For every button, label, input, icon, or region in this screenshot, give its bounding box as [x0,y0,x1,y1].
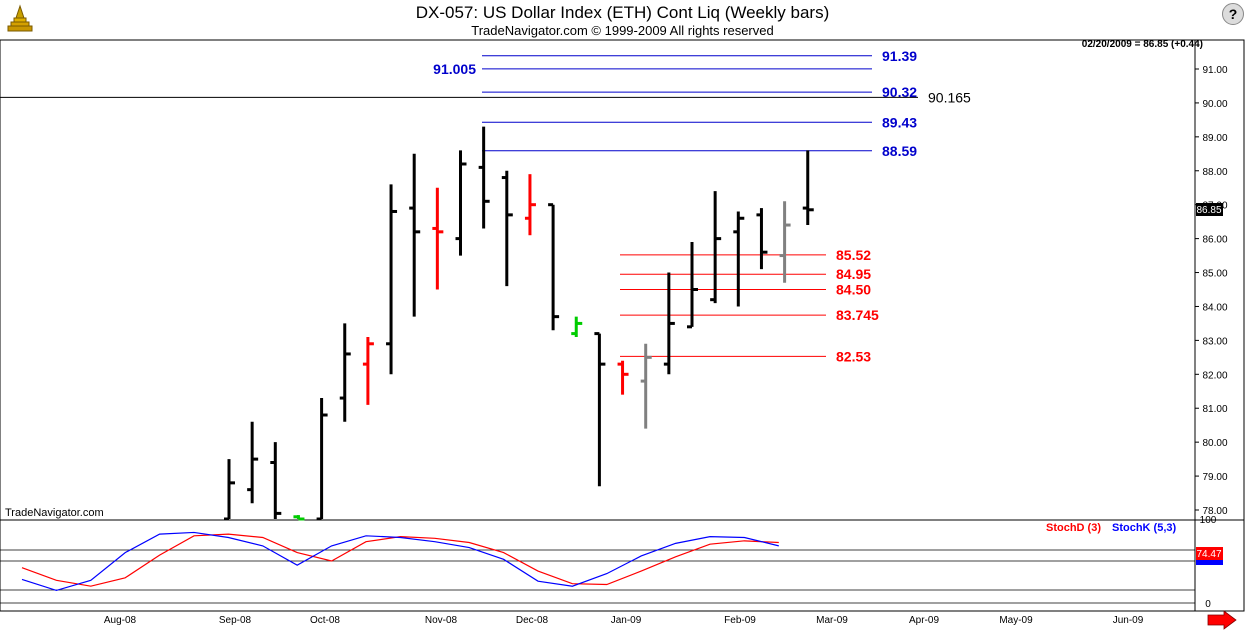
red-level-label: 84.95 [836,266,871,282]
date-tick-label: Nov-08 [425,615,458,626]
help-button[interactable]: ? [1222,3,1244,25]
ohlc-bar [455,150,467,256]
date-tick-label: Aug-08 [104,615,137,626]
blue-level-label: 89.43 [882,114,917,130]
chart-frames [0,39,1245,612]
tradenavigator-logo-icon [7,4,33,32]
stoch-tick-label: 0 [1205,599,1211,610]
price-panel-frame [0,39,1245,521]
date-axis: Aug-08 Sep-08 Oct-08 Nov-08 Dec-08 Jan-09 Feb-… [104,615,1144,626]
level-lines: 91.39 91.005 90.32 89.43 88.59 90.165 85.52 84.… [0,48,971,364]
chart-subtitle: TradeNavigator.com © 1999-2009 All right… [471,23,774,38]
price-tick-label: 88.00 [1202,167,1227,178]
price-tick-label: 79.00 [1202,472,1227,483]
stoch-tick-label: 100 [1200,515,1217,526]
price-tick-label: 83.00 [1202,336,1227,347]
date-tick-label: Feb-09 [724,615,756,626]
ohlc-bar [386,184,398,375]
ohlc-bar [501,170,513,287]
ohlc-bar [270,442,282,519]
ohlc-bar [640,343,652,429]
blue-level-label: 90.32 [882,84,917,100]
stoch-k-line [21,531,779,592]
chart-title-bar: DX-057: US Dollar Index (ETH) Cont Liq (… [0,0,1245,40]
date-tick-label: Sep-08 [219,615,252,626]
ohlc-bar [663,272,675,375]
price-tick-label: 90.00 [1202,99,1227,110]
date-tick-label: Oct-08 [310,615,340,626]
ohlc-bar [594,332,606,487]
ohlc-bar [247,421,259,504]
price-tick-label: 85.00 [1202,269,1227,280]
black-level-label: 90.165 [928,89,971,105]
ohlc-bar [293,515,305,521]
stoch-d-line [21,533,779,587]
ohlc-bar [756,208,768,270]
ohlc-bar [224,459,235,521]
date-tick-label: May-09 [999,615,1033,626]
stoch-d-legend: StochD (3) [1046,522,1101,534]
price-tick-label: 91.00 [1202,65,1227,76]
blue-level-label: 88.59 [882,143,917,159]
ohlc-bar [362,336,374,405]
ohlc-bar [710,191,722,304]
ohlc-bar [617,360,629,395]
ohlc-bar [733,211,745,307]
price-tick-label: 82.00 [1202,370,1227,381]
stoch-k-legend: StochK (5,3) [1112,522,1177,534]
ohlc-bar [779,201,791,283]
date-tick-label: Dec-08 [516,615,549,626]
red-level-label: 85.52 [836,247,871,263]
price-tick-label: 80.00 [1202,438,1227,449]
ohlc-bar [571,316,583,337]
date-tick-label: Jun-09 [1113,615,1144,626]
ohlc-bar [802,150,814,226]
price-tick-label: 89.00 [1202,133,1227,144]
red-level-label: 82.53 [836,348,871,364]
ohlc-bar [524,174,536,236]
ohlc-bar [432,187,444,290]
stoch-value-label: 74.47 [1196,549,1221,560]
date-readout: 02/20/2009 = 86.85 (+0.44) [1082,39,1203,50]
chart-title: DX-057: US Dollar Index (ETH) Cont Liq (… [415,3,830,22]
stochastic-panel: 050100 [0,515,1217,610]
ohlc-bar [339,323,351,422]
price-tick-label: 84.00 [1202,302,1227,313]
red-level-label: 83.745 [836,307,879,323]
scroll-right-arrow-icon[interactable] [1207,610,1237,630]
blue-level-label: 91.39 [882,48,917,64]
date-tick-label: Jan-09 [611,615,642,626]
last-price-box [1196,203,1223,216]
ohlc-bar [409,153,421,317]
last-price-label: 86.85 [1196,205,1221,216]
ohlc-bar [316,398,328,521]
stoch-value-box-blue [1196,560,1223,565]
price-tick-label: 81.00 [1202,404,1227,415]
watermark: TradeNavigator.com [5,507,104,519]
red-level-label: 84.50 [836,282,871,298]
price-tick-label: 86.00 [1202,235,1227,246]
ohlc-bar [687,242,698,329]
blue-level-label: 91.005 [433,61,476,77]
date-tick-label: Apr-09 [909,615,939,626]
date-tick-label: Mar-09 [816,615,848,626]
ohlc-bar [548,203,560,331]
stoch-value-box [1196,547,1223,560]
price-tick-label: 78.00 [1202,506,1227,517]
ohlc-bar [478,126,490,229]
price-bars [224,126,814,521]
